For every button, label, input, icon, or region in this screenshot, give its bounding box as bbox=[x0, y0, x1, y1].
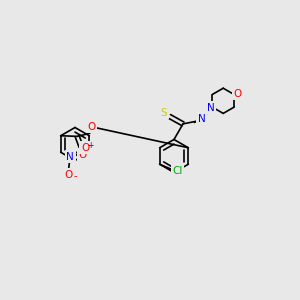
Text: N: N bbox=[207, 103, 215, 113]
Text: O: O bbox=[81, 143, 89, 153]
Text: S: S bbox=[161, 108, 167, 118]
Text: O: O bbox=[64, 170, 73, 180]
Text: O: O bbox=[234, 89, 242, 99]
Text: Cl: Cl bbox=[172, 166, 183, 176]
Text: +: + bbox=[87, 141, 94, 150]
Text: -: - bbox=[74, 171, 77, 181]
Text: O: O bbox=[87, 122, 95, 132]
Text: N: N bbox=[198, 114, 206, 124]
Text: O: O bbox=[79, 150, 87, 160]
Text: N: N bbox=[66, 152, 74, 162]
